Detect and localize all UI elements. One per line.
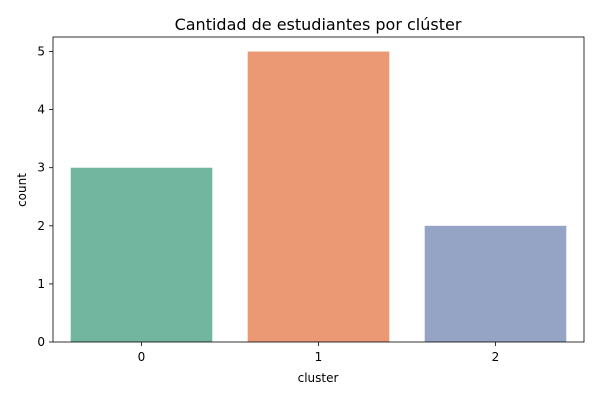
x-tick-label: 0 [138,350,146,364]
y-axis-ticks: 0 1 2 3 4 5 [37,45,53,349]
plot-frame [52,36,585,343]
y-tick-label: 4 [37,103,45,117]
y-tick-label: 3 [37,161,45,175]
x-axis-ticks: 0 1 2 [138,342,500,364]
y-axis-title: count [15,173,29,207]
chart-title: Cantidad de estudiantes por clúster [175,15,462,34]
x-tick-label: 2 [492,350,500,364]
y-tick-label: 5 [37,45,45,59]
x-tick-label: 1 [315,350,323,364]
x-axis-title: cluster [298,371,339,385]
y-tick-label: 2 [37,219,45,233]
bar-cluster-2 [424,225,567,342]
bar-cluster-0 [70,167,213,342]
y-tick-label: 0 [37,335,45,349]
bar-cluster-1 [247,51,390,343]
y-tick-label: 1 [37,277,45,291]
bars-group [70,51,567,343]
